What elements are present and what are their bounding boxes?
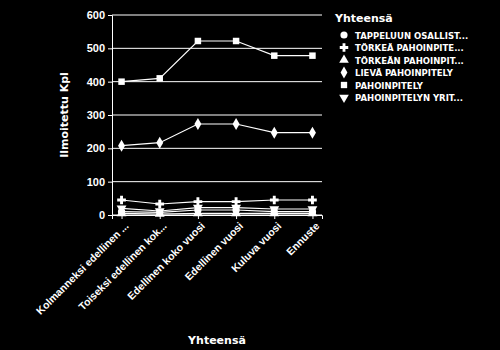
grid — [112, 15, 322, 215]
series-marker — [118, 78, 124, 84]
legend-item: TÖRKEÄN PAHOINPIT... — [339, 54, 464, 65]
y-tick: 400 — [87, 76, 112, 88]
y-tick: 300 — [87, 109, 112, 121]
y-tick-mark — [108, 148, 112, 149]
series-marker — [195, 38, 201, 44]
x-tick: Ennuste — [284, 215, 322, 257]
series-marker — [194, 118, 201, 130]
legend-symbol — [341, 82, 347, 88]
y-tick-label: 600 — [87, 9, 105, 21]
series-marker — [233, 38, 239, 44]
y-tick-label: 0 — [99, 209, 105, 221]
series-marker — [271, 127, 278, 139]
series-marker — [232, 197, 241, 206]
series-marker — [269, 206, 279, 215]
series-marker — [118, 140, 125, 152]
y-tick: 600 — [87, 9, 112, 21]
series-marker — [233, 118, 240, 130]
legend: Yhteensä TAPPELUUN OSALLIST... TÖRKEÄ PAHO… — [334, 12, 468, 103]
legend-label: TÖRKEÄN PAHOINPIT... — [355, 56, 464, 66]
series-marker — [270, 196, 279, 205]
grid-line — [112, 15, 322, 16]
series-marker — [117, 205, 127, 214]
legend-label: TAPPELUUN OSALLIST... — [355, 31, 468, 41]
legend-title: Yhteensä — [334, 12, 393, 25]
y-tick: 0 — [99, 209, 112, 221]
y-tick-label: 400 — [87, 76, 105, 88]
y-tick: 100 — [87, 176, 112, 188]
series-marker — [309, 52, 315, 58]
legend-symbol — [341, 67, 348, 79]
x-tick: Edellinen koko vuosi — [125, 215, 207, 302]
series-marker — [308, 196, 317, 205]
y-axis: 0 100 200 300 400 500 600 — [87, 9, 113, 221]
grid-line — [112, 115, 322, 116]
x-tick: Kuluva vuosi — [229, 215, 284, 274]
legend-item: TAPPELUUN OSALLIST... — [340, 31, 468, 41]
marks — [117, 38, 318, 217]
y-tick: 500 — [87, 42, 112, 54]
grid-line — [112, 48, 322, 49]
y-tick-mark — [108, 182, 112, 183]
y-tick-mark — [108, 48, 112, 49]
y-tick-mark — [108, 82, 112, 83]
series-line — [122, 124, 313, 146]
y-tick-mark — [108, 15, 112, 16]
series-line — [122, 200, 313, 204]
series-marker — [156, 75, 162, 81]
series-line — [122, 208, 313, 211]
legend-label: TÖRKEÄ PAHOINPITE... — [355, 43, 464, 53]
plot: 0 100 200 300 400 500 600 Kolmanneksi edellinen… — [33, 9, 322, 317]
x-tick-label: Kuluva vuosi — [229, 220, 284, 275]
series-marker — [193, 205, 203, 214]
y-tick-label: 100 — [87, 176, 105, 188]
series-marker — [155, 200, 164, 209]
series-marker — [308, 206, 318, 215]
legend-label: LIEVÄ PAHOINPITELY — [355, 68, 454, 78]
y-tick-label: 200 — [87, 142, 105, 154]
y-tick-label: 500 — [87, 42, 105, 54]
legend-symbol — [340, 31, 347, 38]
y-tick: 200 — [87, 142, 112, 154]
grid-line — [112, 181, 322, 182]
series-marker — [156, 137, 163, 149]
series-marker — [117, 196, 126, 205]
legend-label: PAHOINPITELY — [355, 81, 424, 91]
x-axis-line — [113, 216, 323, 220]
series-marker — [231, 205, 241, 214]
x-axis: Kolmanneksi edellinen ...Toiseksi edelli… — [33, 215, 322, 317]
legend-item: PAHOINPITELYN YRIT... — [339, 93, 463, 103]
series-marker — [155, 208, 165, 217]
legend-symbol — [339, 54, 349, 62]
chart: 0 100 200 300 400 500 600 Kolmanneksi edellinen… — [0, 0, 500, 350]
legend-label: PAHOINPITELYN YRIT... — [355, 93, 463, 103]
y-axis-line — [108, 16, 113, 216]
legend-symbol — [340, 43, 348, 51]
y-tick-label: 300 — [87, 109, 105, 121]
series-marker — [155, 208, 165, 217]
legend-symbol — [339, 95, 349, 103]
series-marker — [309, 127, 316, 139]
y-tick-mark — [108, 215, 112, 216]
series-marker — [271, 52, 277, 58]
y-tick-mark — [108, 115, 112, 116]
legend-item: LIEVÄ PAHOINPITELY — [341, 67, 454, 79]
x-axis-title: Yhteensä — [187, 334, 246, 347]
x-tick-label: Ennuste — [284, 219, 322, 257]
grid-line — [112, 148, 322, 149]
series-line — [122, 213, 313, 215]
legend-item: PAHOINPITELY — [341, 81, 424, 91]
y-axis-title: Ilmoitettu Kpl — [58, 72, 71, 158]
legend-item: TÖRKEÄ PAHOINPITE... — [340, 43, 464, 53]
series-marker — [194, 197, 203, 206]
grid-line — [112, 81, 322, 82]
series-line — [122, 41, 313, 82]
